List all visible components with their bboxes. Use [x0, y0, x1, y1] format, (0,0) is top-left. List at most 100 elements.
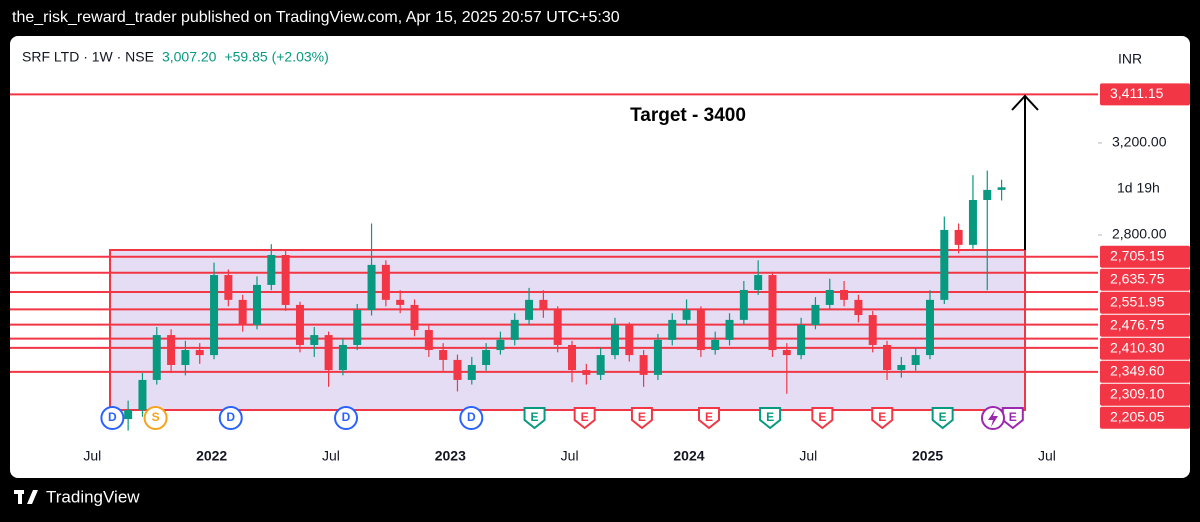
level-label-bg [1100, 360, 1190, 383]
candle-body [152, 335, 161, 380]
level-label: 2,635.75 [1110, 271, 1165, 287]
plot: 3,200.00 2,800.00 Jul 2022 Jul 2023 Jul 2024 Jul… [10, 83, 1190, 464]
candle-body [968, 200, 977, 245]
x-tick-label: Jul [799, 448, 817, 464]
x-tick-label: 2023 [435, 448, 466, 464]
event-label: E [531, 410, 539, 424]
candle-body [482, 350, 491, 365]
candle-body [453, 359, 462, 380]
candle-body [739, 289, 748, 320]
candle-body [825, 289, 834, 305]
level-label: 2,705.15 [1110, 248, 1165, 264]
x-tick-label: Jul [322, 448, 340, 464]
candle-body [696, 309, 705, 351]
candle-body [138, 379, 147, 411]
candle-body [668, 319, 677, 340]
x-tick-label: Jul [561, 448, 579, 464]
candle-body [439, 350, 448, 360]
candle-body [725, 319, 734, 340]
currency: INR [1118, 51, 1142, 67]
candle-body [811, 304, 820, 325]
candle-body [653, 339, 662, 375]
candle-body [467, 364, 476, 380]
candle-body [582, 370, 591, 375]
event-label: D [342, 410, 351, 424]
candle-body [539, 299, 548, 310]
event-badge [459, 406, 484, 430]
candle-body [267, 255, 276, 285]
event-badge [573, 407, 596, 430]
event-label: D [467, 410, 476, 424]
candle-body [224, 275, 233, 300]
candle-body [925, 299, 934, 356]
candle-body [625, 324, 634, 356]
candle-body [897, 364, 906, 371]
x-tick-label: 2025 [912, 448, 943, 464]
event-label: D [108, 410, 117, 424]
candle-body [682, 309, 691, 320]
event-badge [523, 407, 546, 430]
arrow-head [1011, 94, 1039, 111]
candle-body [167, 335, 176, 365]
y-tick-label: 2,800.00 [1112, 226, 1167, 242]
event-label: E [939, 410, 947, 424]
event-badge [871, 407, 894, 430]
candle-body [324, 335, 333, 371]
event-badge [334, 406, 359, 430]
last-price: 3,007.20 [162, 49, 217, 65]
x-tick-label: Jul [1038, 448, 1056, 464]
split-icon-bolt [988, 410, 998, 427]
candle-body [768, 275, 777, 351]
countdown: 1d 19h [1117, 180, 1160, 196]
candle-body [854, 299, 863, 316]
level-label: 2,349.60 [1110, 363, 1165, 379]
y-tick-label: 3,200.00 [1112, 134, 1167, 150]
price-change: +59.85 (+2.03%) [224, 49, 328, 65]
event-badge [630, 407, 653, 430]
event-badge [931, 407, 954, 430]
candle-body [295, 304, 304, 345]
level-label: 2,410.30 [1110, 340, 1165, 356]
x-tick-label: 2024 [673, 448, 704, 464]
candle-body [754, 275, 763, 290]
candle-body [711, 339, 720, 351]
candle-body [281, 255, 290, 305]
event-label: E [878, 410, 886, 424]
event-label: E [1009, 410, 1017, 424]
candle-body [396, 299, 405, 305]
event-badge [698, 407, 721, 430]
candle-body [510, 319, 519, 340]
event-badge [218, 406, 243, 430]
candle-body [525, 299, 534, 320]
candle-body [954, 229, 963, 245]
level-label-bg [1100, 406, 1190, 429]
candle-body [983, 189, 992, 201]
candle-body [124, 410, 133, 420]
candle-body [181, 350, 190, 365]
x-tick-label: Jul [83, 448, 101, 464]
candle-body [997, 187, 1006, 190]
level-label: 2,205.05 [1110, 409, 1165, 425]
candle-body [367, 264, 376, 310]
event-label: D [226, 410, 235, 424]
event-badge [143, 406, 168, 430]
candle-body [911, 355, 920, 365]
candle-body [840, 289, 849, 300]
candle-body [883, 344, 892, 371]
event-badge [759, 407, 782, 430]
level-label: 3,411.15 [1110, 85, 1164, 101]
annotation: Target - 3400 [630, 105, 746, 126]
candle-body [338, 344, 347, 371]
event-label: E [705, 410, 713, 424]
level-label-bg [1100, 314, 1190, 337]
candle-body [868, 315, 877, 345]
range-box [109, 249, 1026, 411]
level-label-bg [1100, 268, 1190, 291]
level-label-bg [1100, 383, 1190, 406]
x-tick-label: 2022 [196, 448, 227, 464]
level-label-bg [1100, 291, 1190, 314]
event-badge [811, 407, 834, 430]
candle-body [782, 350, 791, 356]
event-label: E [766, 410, 774, 424]
